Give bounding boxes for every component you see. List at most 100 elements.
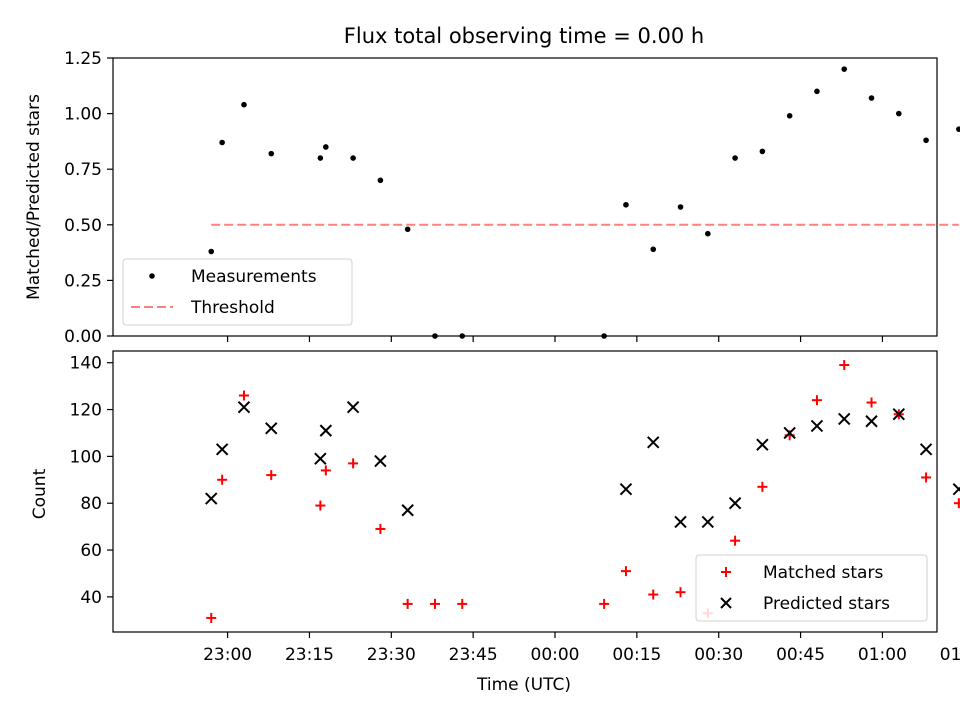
bottom-legend-box bbox=[695, 554, 928, 622]
bottom-panel: 40 60 80 100 120 140 23:00 23:15 23:30 23:45 00:0… bbox=[30, 350, 960, 695]
predicted-star-marker bbox=[783, 426, 796, 440]
measurement-point bbox=[601, 333, 607, 339]
bottom-x-ticks: 23:00 23:15 23:30 23:45 00:00 00:15 00:30 00:45… bbox=[203, 632, 960, 665]
predicted-star-marker bbox=[265, 422, 278, 435]
matched-star-marker bbox=[839, 360, 850, 371]
legend-predicted-label: Predicted stars bbox=[763, 594, 890, 614]
measurement-point bbox=[868, 95, 875, 101]
measurement-point bbox=[650, 246, 657, 253]
x-tick-label: 23:00 bbox=[203, 645, 252, 665]
matched-star-marker bbox=[315, 500, 326, 511]
measurement-point bbox=[814, 88, 820, 95]
top-y-tick-label: 0.75 bbox=[64, 160, 102, 180]
matched-star-marker bbox=[648, 589, 659, 600]
measurement-point bbox=[323, 144, 329, 150]
matched-star-marker bbox=[206, 612, 217, 623]
predicted-star-marker bbox=[319, 424, 333, 437]
measurement-points bbox=[208, 66, 960, 339]
x-tick-label: 00:00 bbox=[531, 645, 580, 665]
top-y-tick-label: 0.00 bbox=[64, 327, 102, 347]
bottom-y-tick-label: 120 bbox=[70, 401, 102, 421]
predicted-star-marker bbox=[647, 436, 660, 449]
top-y-ticks: 0.00 0.25 0.50 0.75 1.00 1.25 bbox=[64, 49, 113, 347]
matched-star-marker bbox=[375, 523, 386, 534]
predicted-star-marker bbox=[892, 408, 906, 421]
x-tick-label: 01:00 bbox=[858, 645, 907, 665]
measurement-point bbox=[404, 226, 411, 233]
x-tick-label: 00:30 bbox=[694, 645, 743, 665]
measurement-point bbox=[459, 333, 466, 339]
top-panel: 0.00 0.25 0.50 0.75 1.00 1.25 Matched/Predict… bbox=[24, 49, 960, 347]
measurement-point bbox=[623, 201, 629, 208]
matched-star-marker bbox=[730, 535, 741, 546]
predicted-star-marker bbox=[810, 419, 824, 433]
top-legend-box bbox=[122, 258, 353, 326]
measurement-point bbox=[786, 113, 793, 119]
matched-star-marker bbox=[429, 598, 440, 609]
measurement-point bbox=[268, 150, 275, 157]
predicted-star-marker bbox=[401, 504, 414, 517]
legend-matched-label: Matched stars bbox=[763, 563, 883, 583]
predicted-star-marker bbox=[215, 443, 229, 456]
bottom-y-tick-label: 100 bbox=[70, 447, 102, 467]
legend-predicted-marker bbox=[720, 597, 732, 609]
matched-star-marker bbox=[238, 390, 249, 401]
measurement-point bbox=[896, 110, 902, 117]
matched-star-marker bbox=[266, 470, 277, 481]
matched-star-marker bbox=[620, 566, 631, 577]
predicted-star-marker bbox=[374, 454, 387, 468]
predicted-star-marker bbox=[865, 415, 878, 428]
top-y-tick-label: 0.50 bbox=[64, 216, 102, 236]
measurement-point bbox=[219, 139, 225, 146]
top-y-tick-label: 0.25 bbox=[64, 271, 102, 291]
top-legend: Measurements Threshold bbox=[122, 258, 353, 326]
predicted-star-marker bbox=[237, 400, 251, 414]
matched-star-marker bbox=[217, 474, 228, 485]
predicted-star-marker bbox=[728, 497, 742, 510]
bottom-y-tick-label: 60 bbox=[80, 541, 102, 561]
legend-threshold-label: Threshold bbox=[190, 298, 275, 318]
matched-star-marker bbox=[348, 458, 359, 469]
x-tick-label: 00:45 bbox=[776, 645, 825, 665]
measurement-point bbox=[956, 126, 960, 132]
measurement-point bbox=[732, 155, 738, 161]
predicted-star-marker bbox=[756, 438, 769, 451]
matched-star-marker bbox=[675, 587, 686, 598]
chart-title: Flux total observing time = 0.00 h bbox=[344, 24, 704, 48]
top-y-tick-label: 1.00 bbox=[64, 105, 102, 125]
predicted-star-marker bbox=[346, 400, 360, 414]
x-tick-label: 01:15 bbox=[940, 645, 960, 665]
measurement-point bbox=[350, 155, 356, 161]
measurement-point bbox=[923, 137, 929, 144]
legend-matched-marker bbox=[721, 567, 731, 577]
bottom-y-axis-label: Count bbox=[30, 468, 50, 519]
matched-star-marker bbox=[953, 498, 960, 509]
matched-star-markers bbox=[206, 360, 960, 623]
predicted-star-marker bbox=[619, 482, 633, 496]
measurement-point bbox=[705, 230, 711, 237]
matched-star-marker bbox=[457, 598, 468, 609]
matched-star-marker bbox=[757, 481, 768, 492]
matched-star-marker bbox=[866, 397, 877, 408]
x-tick-label: 00:15 bbox=[612, 645, 661, 665]
bottom-y-tick-label: 140 bbox=[70, 354, 102, 374]
predicted-star-marker bbox=[314, 452, 327, 465]
measurement-point bbox=[432, 333, 438, 339]
matched-star-marker bbox=[402, 598, 413, 609]
predicted-star-marker bbox=[952, 482, 960, 496]
x-tick-label: 23:15 bbox=[285, 645, 334, 665]
legend-measurements-marker bbox=[149, 273, 155, 279]
measurement-point bbox=[677, 204, 684, 210]
top-y-axis-label: Matched/Predicted stars bbox=[24, 94, 44, 300]
bottom-legend: Matched stars Predicted stars bbox=[695, 554, 928, 622]
top-y-tick-label: 1.25 bbox=[64, 49, 102, 69]
measurement-point bbox=[241, 101, 247, 108]
x-axis-label: Time (UTC) bbox=[476, 675, 571, 695]
predicted-star-marker bbox=[674, 515, 687, 529]
predicted-star-marker bbox=[701, 515, 715, 529]
matched-star-marker bbox=[921, 472, 932, 483]
matched-star-marker bbox=[320, 465, 331, 476]
bottom-y-tick-label: 80 bbox=[80, 494, 102, 514]
predicted-star-marker bbox=[205, 492, 218, 505]
predicted-star-marker bbox=[919, 443, 933, 456]
